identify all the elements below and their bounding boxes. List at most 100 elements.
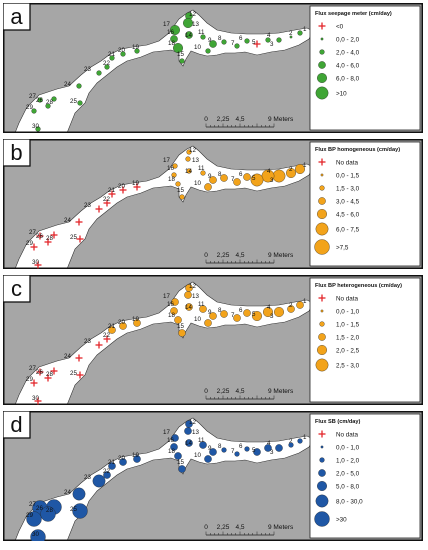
panel-frame [3,3,423,133]
legend-label: 6,0 - 8,0 [336,75,360,82]
site-marker-5 [252,311,262,321]
site-label: 27 [29,501,36,508]
legend: Flux seepage meter (cm/day) <0 0,0 - 2,0 2,… [309,5,421,131]
site-label: 1 [303,434,307,441]
panel-letter: b [10,140,22,165]
site-label: 24 [64,489,71,496]
site-label: 18 [168,40,175,47]
site-marker-22 [103,471,111,479]
legend-symbol-3 [318,61,326,69]
site-label: 12 [189,283,196,290]
site-label: 15 [177,187,184,194]
legend-label: 8,0 - 30,0 [336,498,363,505]
site-marker-25 [72,503,88,519]
site-marker-10 [205,48,211,54]
site-marker-20 [119,322,127,330]
site-label: 20 [118,183,125,190]
site-label: 29 [26,512,33,519]
legend: Flux SB (cm/day) No data 0,0 - 1,0 1,0 - 2,… [309,413,421,539]
site-label: 1 [303,162,307,169]
site-label: 26 [36,97,43,104]
legend-symbol-0 [318,430,326,438]
site-label: 11 [198,437,205,444]
site-label: 4 [267,440,271,447]
site-label: 2 [289,30,293,37]
site-marker-9 [209,40,217,48]
site-marker-29 [31,108,37,114]
site-marker-29 [26,511,42,527]
site-label: 29 [26,376,33,383]
site-label: 14 [185,32,192,39]
panel-frame [3,275,423,405]
site-marker-11 [199,305,207,313]
site-label: 30 [32,395,39,402]
site-marker-3 [276,37,282,43]
site-label: 3 [270,41,274,48]
site-label: 12 [189,419,196,426]
legend-symbol-4 [317,345,327,355]
legend: Flux BP homogeneous (cm/day) No data 0,0 -… [309,141,421,267]
site-label: 20 [118,319,125,326]
site-label: 15 [177,323,184,330]
site-marker-10 [204,319,212,327]
site-marker-4 [263,307,273,317]
site-marker-13 [184,291,192,299]
site-label: 28 [46,235,53,242]
site-label: 26 [36,233,43,240]
legend-title: Flux SB (cm/day) [315,419,361,425]
site-marker-13 [184,427,192,435]
site-marker-15 [178,329,186,337]
panel-letter-box [3,139,31,167]
site-marker-8 [220,310,228,318]
site-marker-26 [50,367,58,375]
site-marker-21 [108,326,116,334]
site-label: 2 [289,166,293,173]
site-label: 22 [103,332,110,339]
site-marker-10 [204,183,212,191]
site-marker-2 [286,168,296,178]
site-label: 22 [103,60,110,67]
site-label: 20 [118,455,125,462]
site-label: 1 [303,26,307,33]
site-marker-22 [103,199,111,207]
site-label: 24 [64,81,71,88]
legend-symbol-5 [315,222,329,236]
site-label: 9 [208,173,212,180]
legend-label: 4,5 - 6,0 [336,211,360,218]
site-label: 6 [239,171,243,178]
site-marker-15 [179,58,185,64]
site-label: 28 [46,99,53,106]
site-label: 6 [239,443,243,450]
legend-symbol-5 [315,358,329,372]
site-marker-7 [233,178,241,186]
site-marker-7 [234,451,240,457]
site-marker-5 [253,448,261,456]
site-label: 12 [189,11,196,18]
site-marker-20 [119,458,127,466]
site-marker-1 [297,30,303,36]
site-label: 18 [168,448,175,455]
site-label: 2 [289,438,293,445]
legend-symbol-2 [319,321,325,327]
site-marker-24 [76,83,82,89]
legend-symbol-1 [320,173,324,177]
site-label: 5 [252,175,256,182]
panel-frame [3,139,423,269]
site-label: 17 [163,429,170,436]
scale-bar-label: 0 [204,116,208,123]
panel-letter-box [3,411,31,439]
legend-symbol-2 [319,185,325,191]
site-marker-27 [36,368,44,376]
site-marker-9 [209,312,217,320]
legend-title: Flux seepage meter (cm/day) [315,11,392,17]
site-marker-6 [243,173,251,181]
site-label: 4 [267,168,271,175]
site-label: 9 [208,309,212,316]
legend-symbol-5 [315,86,329,100]
legend-symbol-3 [318,333,326,341]
site-label: 30 [32,259,39,266]
site-label: 8 [218,171,222,178]
site-label: 15 [177,51,184,58]
site-label: 14 [185,304,192,311]
